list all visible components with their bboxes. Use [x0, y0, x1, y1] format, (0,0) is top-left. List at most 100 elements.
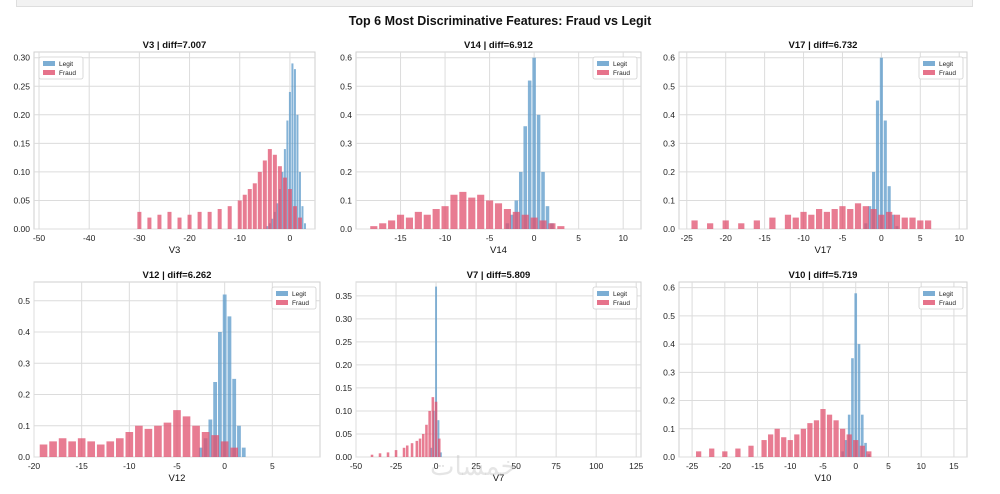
- bar-fraud: [833, 420, 839, 457]
- x-tick-label: -20: [719, 461, 732, 471]
- legend-label: Legit: [613, 291, 627, 298]
- bar-legit: [439, 452, 442, 457]
- bar-fraud: [831, 209, 838, 229]
- x-tick-label: -15: [758, 233, 771, 243]
- x-tick-label: -20: [28, 461, 41, 471]
- legend-swatch-legit: [923, 61, 935, 66]
- x-tick-label: 5: [918, 233, 923, 243]
- bar-fraud: [237, 200, 242, 229]
- bar-fraud: [709, 448, 715, 457]
- plot-area: [355, 51, 642, 230]
- bar-fraud: [853, 440, 859, 457]
- bar-legit: [518, 171, 523, 229]
- bar-fraud: [434, 401, 438, 457]
- legend-label: Legit: [939, 291, 953, 298]
- bar-fraud: [201, 432, 210, 457]
- legend-label: Fraud: [613, 70, 630, 77]
- bar-fraud: [813, 420, 820, 457]
- y-tick-label: 0.30: [335, 314, 352, 324]
- x-tick-label: -5: [173, 461, 181, 471]
- legend-swatch-fraud: [43, 70, 55, 75]
- bar-fraud: [901, 217, 908, 229]
- bar-fraud: [277, 166, 282, 229]
- x-tick-label: -5: [819, 461, 827, 471]
- bar-legit: [541, 171, 545, 229]
- bar-legit: [293, 69, 296, 230]
- bar-fraud: [428, 410, 431, 457]
- y-tick-label: 0.4: [18, 327, 30, 337]
- x-tick-label: -25: [686, 461, 699, 471]
- bar-fraud: [187, 214, 192, 229]
- bar-legit: [883, 120, 887, 229]
- bar-fraud: [386, 452, 390, 457]
- bar-legit: [875, 100, 880, 229]
- bar-fraud: [418, 438, 422, 457]
- y-tick-label: 0.0: [340, 224, 352, 234]
- subplot-2: 0.0 0.1 0.2 0.3 0.4 0.5 0.6 -15 -10 -5 0 5 10 V14 | d…: [340, 40, 642, 256]
- x-tick-label: 50: [511, 461, 521, 471]
- y-tick-label: 0.6: [663, 53, 675, 63]
- y-tick-label: 0.2: [340, 167, 352, 177]
- bar-fraud: [211, 435, 219, 457]
- x-tick-label: 10: [916, 461, 926, 471]
- x-tick-label: 0: [853, 461, 858, 471]
- bar-legit: [851, 358, 854, 457]
- bar-fraud: [402, 447, 406, 457]
- x-tick-label: -50: [350, 461, 363, 471]
- bar-fraud: [154, 425, 162, 457]
- bar-fraud: [459, 191, 467, 229]
- legend-label: Fraud: [292, 300, 309, 307]
- bar-fraud: [167, 211, 172, 229]
- bar-fraud: [125, 432, 134, 457]
- legend-swatch-fraud: [276, 300, 288, 305]
- legend-swatch-legit: [276, 291, 288, 296]
- y-tick-label: 0.20: [335, 360, 352, 370]
- subplot-title: V14 | diff=6.912: [464, 40, 533, 51]
- bar-fraud: [696, 451, 702, 457]
- y-tick-label: 0.00: [335, 452, 352, 462]
- subplot-title: V12 | diff=6.262: [143, 270, 212, 281]
- plot-area: [678, 51, 968, 230]
- bar-fraud: [774, 428, 780, 457]
- y-tick-label: 0.4: [663, 339, 675, 349]
- bar-fraud: [530, 217, 538, 229]
- bar-fraud: [840, 428, 846, 457]
- bar-fraud: [826, 414, 833, 457]
- bar-fraud: [144, 428, 153, 457]
- y-tick-label: 0.3: [340, 138, 352, 148]
- y-tick-label: 0.5: [663, 311, 675, 321]
- x-axis-label: V17: [815, 245, 832, 256]
- y-tick-label: 0.00: [13, 224, 30, 234]
- bar-fraud: [431, 397, 435, 457]
- bar-legit: [222, 294, 227, 457]
- bar-fraud: [197, 211, 202, 229]
- x-axis-label: V14: [490, 245, 507, 256]
- y-tick-label: 0.5: [663, 81, 675, 91]
- bar-legit: [872, 171, 876, 229]
- bar-legit: [213, 382, 218, 457]
- bar-fraud: [106, 441, 115, 457]
- y-tick-label: 0.25: [335, 337, 352, 347]
- x-tick-label: -20: [720, 233, 733, 243]
- x-tick-label: -15: [751, 461, 764, 471]
- bar-legit: [532, 57, 536, 229]
- x-axis-label: V12: [169, 473, 186, 484]
- bar-fraud: [691, 220, 698, 229]
- bar-fraud: [878, 214, 885, 229]
- legend-swatch-legit: [597, 61, 609, 66]
- bar-fraud: [753, 220, 760, 229]
- bar-fraud: [77, 438, 86, 457]
- bar-fraud: [292, 206, 297, 229]
- bar-fraud: [242, 194, 247, 229]
- subplot-title: V17 | diff=6.732: [789, 40, 858, 51]
- subplot-1: 0.00 0.05 0.10 0.15 0.20 0.25 0.30 -50 -40 -30 -20…: [13, 40, 316, 256]
- y-tick-label: 0.2: [663, 167, 675, 177]
- bar-fraud: [394, 450, 398, 457]
- bar-fraud: [137, 211, 142, 229]
- bar-fraud: [425, 424, 428, 457]
- x-tick-label: 5: [270, 461, 275, 471]
- y-tick-label: 0.2: [18, 390, 30, 400]
- bar-fraud: [781, 437, 787, 457]
- bar-legit: [868, 206, 872, 229]
